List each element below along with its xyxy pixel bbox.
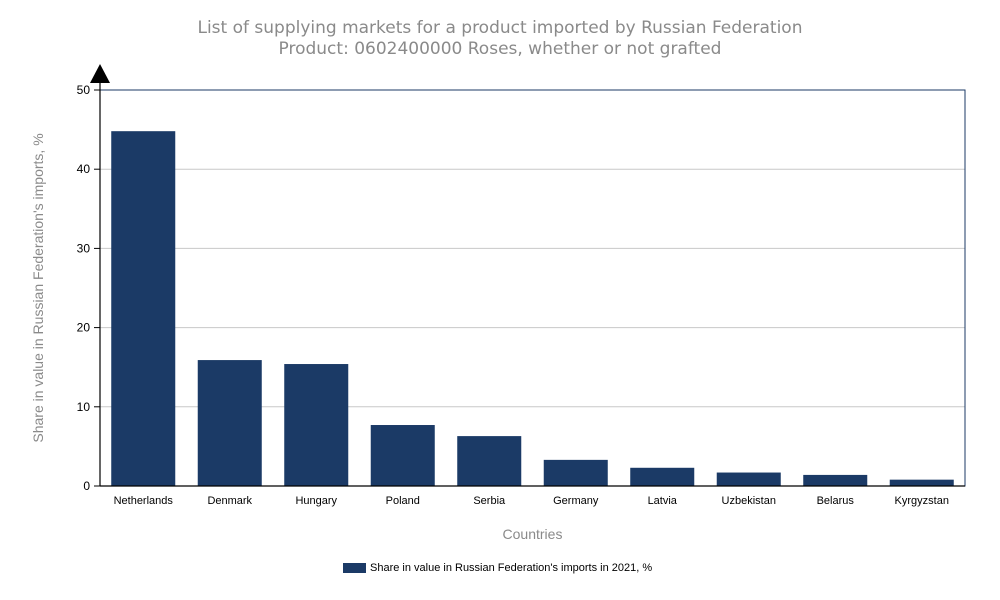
x-category-label: Denmark (207, 495, 252, 507)
chart-subtitle: Product: 0602400000 Roses, whether or no… (278, 39, 722, 59)
y-tick-label: 50 (77, 83, 91, 97)
bar-denmark (197, 360, 262, 486)
x-category-label: Poland (386, 495, 420, 507)
bars (111, 131, 954, 486)
x-category-label: Serbia (473, 495, 506, 507)
legend-label: Share in value in Russian Federation's i… (370, 562, 653, 574)
y-tick-labels: 0 10 20 30 40 50 (77, 83, 100, 493)
y-tick-label: 40 (77, 162, 91, 176)
chart-title: List of supplying markets for a product … (197, 18, 803, 38)
y-tick-label: 0 (83, 479, 90, 493)
chart-title-block: List of supplying markets for a product … (0, 18, 1000, 60)
bar-kyrgyzstan (889, 479, 954, 486)
x-category-label: Belarus (817, 495, 855, 507)
y-axis-title: Share in value in Russian Federation's i… (30, 133, 46, 442)
bar-hungary (284, 364, 349, 486)
x-axis-title: Countries (503, 526, 563, 542)
legend-swatch (343, 563, 366, 573)
bar-germany (543, 459, 608, 486)
legend: Share in value in Russian Federation's i… (343, 562, 652, 574)
y-axis-arrow-icon (90, 64, 110, 83)
bar-netherlands (111, 131, 176, 486)
bar-uzbekistan (716, 472, 781, 486)
axes (90, 64, 966, 487)
x-category-label: Hungary (295, 495, 337, 507)
y-tick-label: 20 (77, 321, 91, 335)
y-tick-label: 30 (77, 241, 91, 255)
x-category-label: Germany (553, 495, 599, 507)
x-category-label: Netherlands (114, 495, 174, 507)
x-category-label: Latvia (648, 495, 678, 507)
bar-latvia (630, 467, 695, 486)
x-category-label: Uzbekistan (722, 495, 776, 507)
bar-belarus (803, 474, 868, 486)
bar-poland (370, 425, 435, 486)
x-category-labels: Netherlands Denmark Hungary Poland Serbia Ger… (114, 495, 949, 507)
x-category-label: Kyrgyzstan (895, 495, 949, 507)
bar-serbia (457, 436, 522, 486)
y-tick-label: 10 (77, 400, 91, 414)
